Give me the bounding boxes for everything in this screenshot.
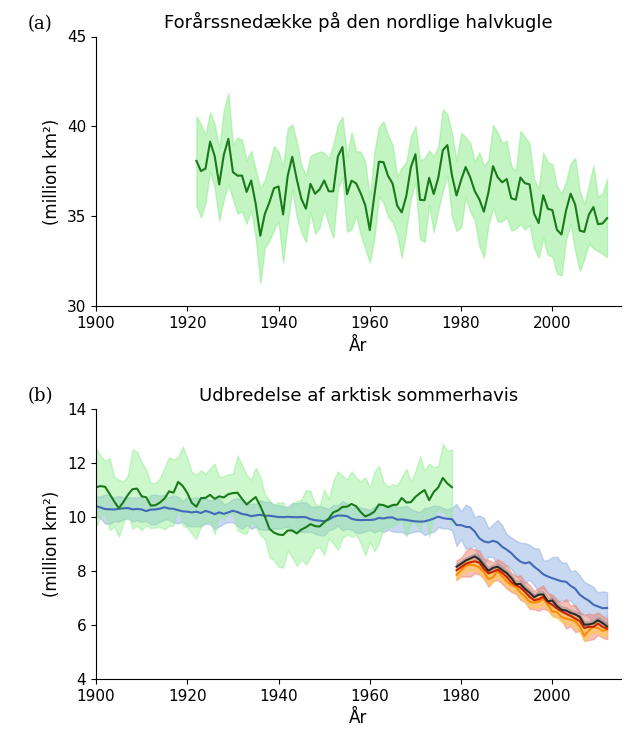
Title: Forårssnedække på den nordlige halvkugle: Forårssnedække på den nordlige halvkugle [164,12,553,32]
Title: Udbredelse af arktisk sommerhavis: Udbredelse af arktisk sommerhavis [199,387,518,404]
Text: (a): (a) [28,15,52,33]
Y-axis label: (million km²): (million km²) [44,118,61,225]
Y-axis label: (million km²): (million km²) [44,491,61,597]
X-axis label: År: År [349,337,367,355]
Text: (b): (b) [28,388,53,405]
X-axis label: År: År [349,709,367,727]
